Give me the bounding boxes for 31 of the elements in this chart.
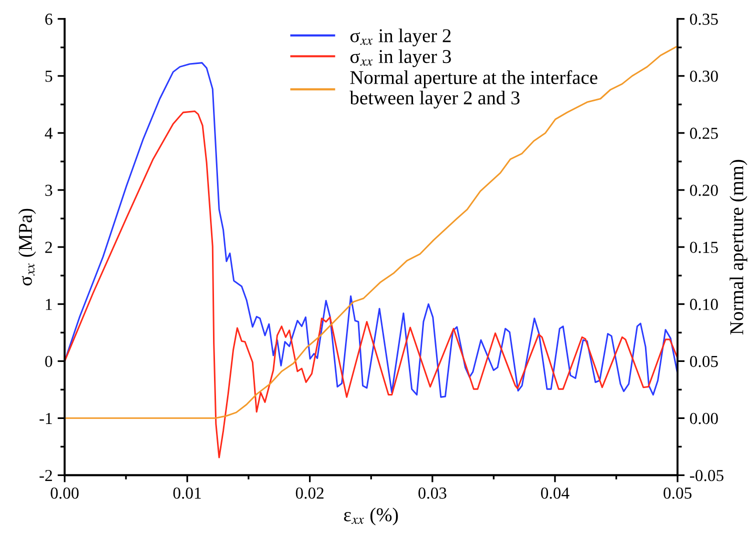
x-axis-title: ε$_{xx}$ (%) — [344, 508, 398, 526]
y-tick-label: 1 — [46, 298, 52, 310]
x-tick-label: 0.00 — [50, 487, 79, 499]
x-tick-label: 0.04 — [541, 487, 570, 499]
y-tick-label: -2 — [40, 470, 52, 481]
legend-label: σ$_{xx}$ in layer 3 — [350, 49, 451, 68]
x-tick-label: 0.02 — [296, 487, 324, 499]
y2-axis-title: Normal aperture (mm) — [730, 160, 748, 334]
line-series — [64, 110, 678, 458]
x-tick-label: 0.01 — [173, 487, 201, 499]
y-tick-label: 6 — [45, 14, 52, 25]
y-tick-label: 3 — [45, 184, 52, 196]
y2-tick-label: 0.20 — [690, 184, 718, 196]
y-tick-label: 5 — [46, 70, 52, 82]
y-tick-label: 0 — [45, 356, 52, 368]
y-tick-label: 2 — [45, 242, 52, 253]
y2-tick-label: -0.05 — [690, 470, 724, 482]
legend-label: σ$_{xx}$ in layer 2 — [350, 28, 451, 46]
y2-tick-label: 0.25 — [690, 128, 718, 139]
legend-label: Normal aperture at the interface between layer 2 and 3 — [350, 70, 598, 108]
y-tick-label: 4 — [44, 128, 53, 139]
y-tick-label: -1 — [40, 412, 52, 424]
y2-tick-label: 0.05 — [690, 356, 718, 368]
x-tick-label: 0.05 — [664, 487, 692, 499]
y-axis-title: σ$_{xx}$ (MPa) — [18, 208, 36, 286]
y2-tick-label: 0.30 — [690, 70, 718, 82]
y2-tick-label: 0.15 — [690, 242, 718, 254]
y2-tick-label: 0.35 — [690, 14, 718, 25]
x-tick-label: 0.03 — [418, 487, 446, 499]
y2-tick-label: 0.00 — [690, 412, 718, 424]
y2-tick-label: 0.10 — [690, 298, 718, 310]
